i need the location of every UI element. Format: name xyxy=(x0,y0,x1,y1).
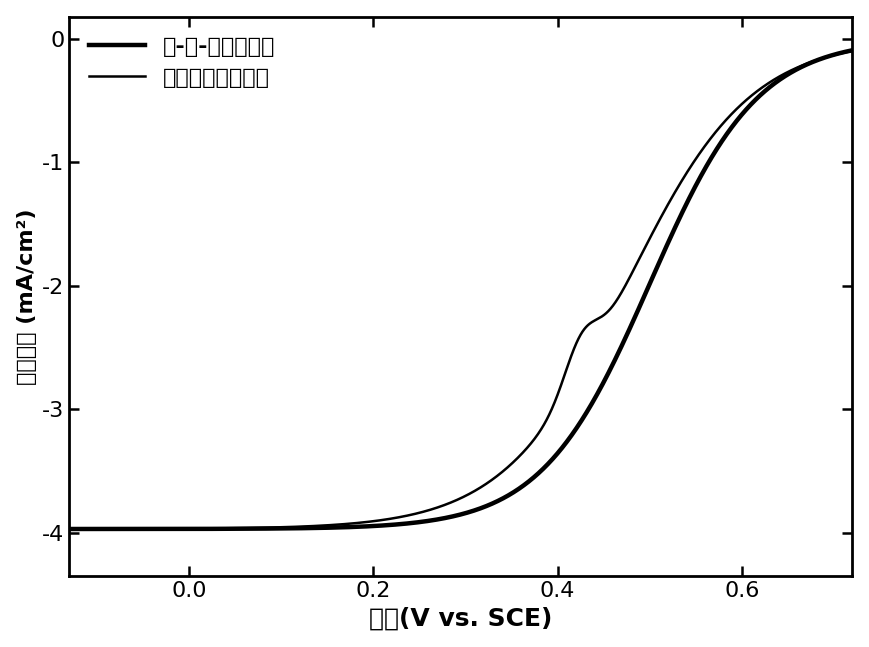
商业化钓炭催化剂 xyxy=(832,50,842,58)
X-axis label: 电位(V vs. SCE): 电位(V vs. SCE) xyxy=(369,606,553,630)
商业化钓炭催化剂 xyxy=(200,525,210,532)
鐵-氮-炭复合材料 xyxy=(747,99,758,107)
商业化钓炭催化剂 xyxy=(847,47,858,55)
鐵-氮-炭复合材料 xyxy=(64,525,75,533)
商业化钓炭催化剂 xyxy=(747,91,758,98)
鐵-氮-炭复合材料 xyxy=(398,520,408,528)
商业化钓炭催化剂 xyxy=(64,525,75,533)
商业化钓炭催化剂 xyxy=(154,525,164,532)
Line: 鐵-氮-炭复合材料: 鐵-氮-炭复合材料 xyxy=(70,50,852,529)
鐵-氮-炭复合材料 xyxy=(200,525,210,532)
Y-axis label: 电流密度 (mA/cm²): 电流密度 (mA/cm²) xyxy=(17,208,36,384)
Line: 商业化钓炭催化剂: 商业化钓炭催化剂 xyxy=(70,51,852,529)
鐵-氮-炭复合材料 xyxy=(832,50,842,58)
Legend: 鐵-氮-炭复合材料, 商业化钓炭催化剂: 鐵-氮-炭复合材料, 商业化钓炭催化剂 xyxy=(81,28,284,96)
鐵-氮-炭复合材料 xyxy=(847,47,858,54)
鐵-氮-炭复合材料 xyxy=(154,525,164,533)
商业化钓炭催化剂 xyxy=(398,512,408,520)
鐵-氮-炭复合材料 xyxy=(364,522,375,530)
商业化钓炭催化剂 xyxy=(364,518,375,525)
